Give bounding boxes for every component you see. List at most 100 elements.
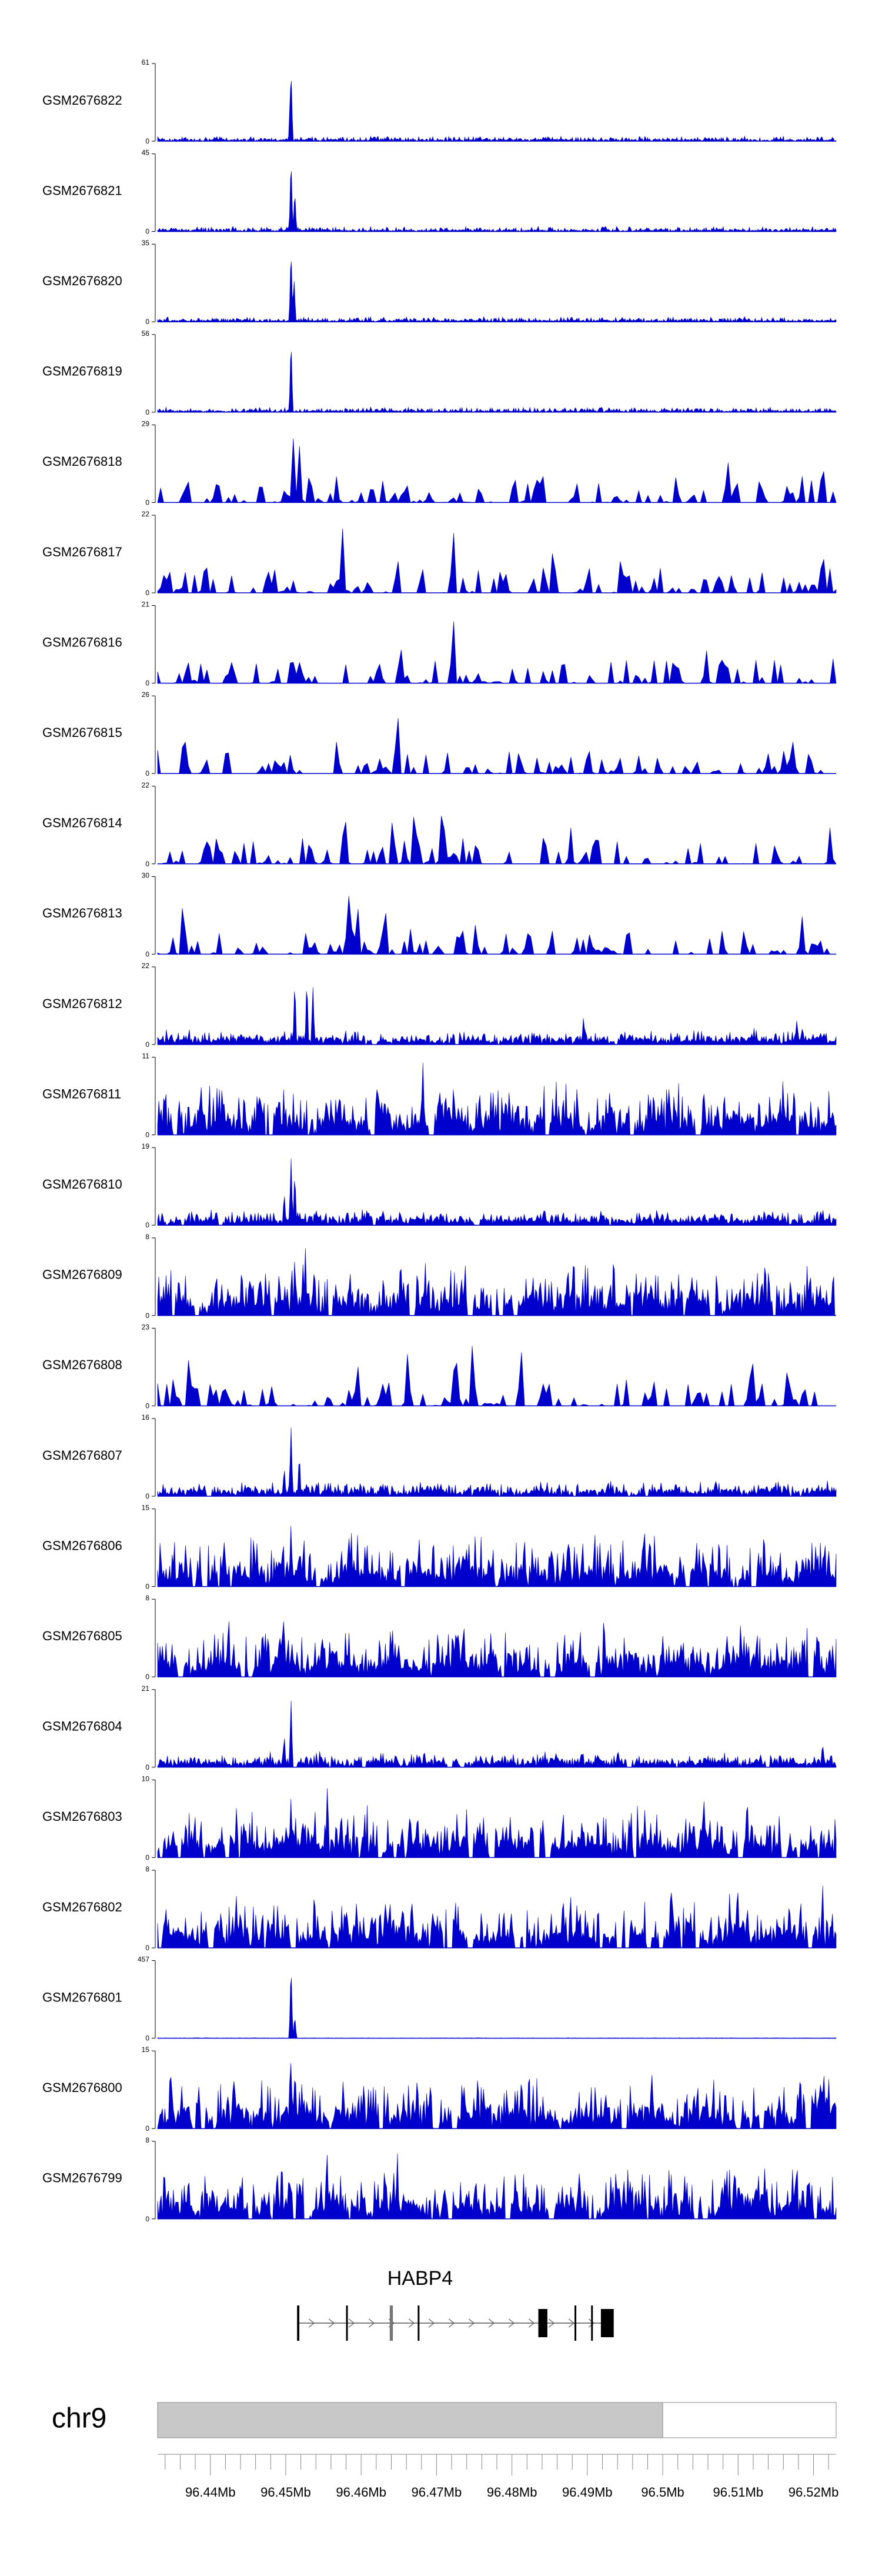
strand-arrow <box>368 2318 375 2328</box>
y-max-label: 15 <box>142 1504 150 1512</box>
track-label: GSM2676800 <box>42 2080 122 2095</box>
coverage-area <box>157 81 837 142</box>
y-min-label: 0 <box>145 137 149 145</box>
exon <box>417 2305 420 2341</box>
y-min-label: 0 <box>145 2034 149 2043</box>
y-min-label: 0 <box>145 228 149 236</box>
x-tick-label: 96.5Mb <box>641 2485 684 2500</box>
coverage-area <box>157 1526 837 1587</box>
track-gsm2676807: GSM2676807 16 0 <box>42 1413 837 1500</box>
strand-arrow <box>548 2318 555 2328</box>
y-min-label: 0 <box>145 1944 149 1952</box>
coverage-area <box>157 1063 837 1135</box>
coverage-area <box>157 816 837 865</box>
x-tick-label: 96.48Mb <box>487 2485 537 2500</box>
coverage-area <box>157 171 837 232</box>
strand-arrow <box>408 2318 415 2328</box>
y-min-label: 0 <box>145 860 149 868</box>
y-min-label: 0 <box>145 1131 149 1139</box>
coverage-area <box>157 2153 837 2220</box>
y-max-label: 16 <box>142 1413 150 1422</box>
coverage-area <box>157 1158 837 1226</box>
y-max-label: 22 <box>142 510 150 518</box>
y-min-label: 0 <box>145 1673 149 1681</box>
x-tick-label: 96.49Mb <box>562 2485 613 2500</box>
y-min-label: 0 <box>145 679 149 688</box>
coverage-area <box>157 1346 836 1407</box>
y-min-label: 0 <box>145 950 149 958</box>
coverage-area <box>157 1885 837 1948</box>
track-gsm2676820: GSM2676820 35 0 <box>42 239 837 326</box>
x-tick-label: 96.52Mb <box>789 2485 839 2500</box>
y-min-label: 0 <box>145 2124 149 2133</box>
track-label: GSM2676799 <box>42 2171 122 2185</box>
y-min-label: 0 <box>145 769 149 778</box>
track-label: GSM2676816 <box>42 635 122 649</box>
coverage-area <box>157 2063 837 2129</box>
exon <box>574 2305 577 2341</box>
strand-arrow <box>348 2318 355 2328</box>
exon <box>389 2305 393 2341</box>
y-min-label: 0 <box>145 1402 149 1410</box>
coverage-area <box>157 1788 837 1858</box>
track-label: GSM2676801 <box>42 1990 122 2004</box>
y-max-label: 8 <box>145 1233 149 1241</box>
y-max-label: 8 <box>145 1865 149 1873</box>
track-gsm2676802: GSM2676802 8 0 <box>42 1865 837 1952</box>
track-label: GSM2676814 <box>42 816 122 830</box>
track-gsm2676818: GSM2676818 29 0 <box>42 419 837 506</box>
track-gsm2676809: GSM2676809 8 0 <box>42 1233 836 1320</box>
y-min-label: 0 <box>145 1492 149 1500</box>
track-label: GSM2676811 <box>42 1086 121 1101</box>
strand-arrow <box>468 2318 475 2328</box>
gene-label: HABP4 <box>387 2267 453 2290</box>
strand-arrow <box>308 2318 315 2328</box>
y-min-label: 0 <box>145 589 149 597</box>
chromosome-label: chr9 <box>52 2403 106 2434</box>
track-label: GSM2676809 <box>42 1267 122 1282</box>
coverage-area <box>157 896 836 955</box>
coverage-tracks: GSM2676822610GSM2676821450GSM2676820350G… <box>42 58 837 2223</box>
y-max-label: 23 <box>142 1323 150 1331</box>
y-min-label: 0 <box>145 1583 149 1591</box>
strand-arrow <box>328 2318 335 2328</box>
coverage-area <box>157 1621 837 1678</box>
track-label: GSM2676817 <box>42 545 122 559</box>
track-gsm2676816: GSM2676816 21 0 <box>42 600 837 688</box>
coverage-area <box>157 1978 837 2038</box>
strand-arrow <box>568 2318 575 2328</box>
track-gsm2676815: GSM2676815 26 0 <box>42 690 836 778</box>
track-label: GSM2676820 <box>42 273 122 288</box>
exon <box>591 2305 593 2341</box>
y-min-label: 0 <box>145 498 149 506</box>
strand-arrow <box>588 2318 595 2328</box>
track-gsm2676800: GSM2676800 15 0 <box>42 2046 837 2133</box>
track-label: GSM2676819 <box>42 364 122 379</box>
chromosome-band-filled <box>157 2402 663 2438</box>
x-tick-label: 96.47Mb <box>412 2485 462 2500</box>
track-label: GSM2676808 <box>42 1357 122 1372</box>
gene-model: HABP4 <box>297 2267 614 2341</box>
strand-arrow <box>488 2318 495 2328</box>
coverage-area <box>157 528 837 594</box>
y-min-label: 0 <box>145 408 149 416</box>
strand-arrow <box>428 2318 435 2328</box>
y-min-label: 0 <box>145 1853 149 1861</box>
strand-arrow <box>448 2318 455 2328</box>
track-gsm2676808: GSM2676808 23 0 <box>42 1323 836 1410</box>
coverage-area <box>157 261 837 322</box>
y-max-label: 19 <box>142 1142 150 1150</box>
coverage-area <box>157 1427 837 1497</box>
track-gsm2676819: GSM2676819 56 0 <box>42 329 837 416</box>
y-max-label: 22 <box>142 781 150 789</box>
track-gsm2676804: GSM2676804 21 0 <box>42 1684 837 1771</box>
track-gsm2676813: GSM2676813 30 0 <box>42 871 836 958</box>
track-gsm2676811: GSM2676811 11 0 <box>42 1052 837 1139</box>
track-label: GSM2676822 <box>42 93 122 108</box>
track-gsm2676814: GSM2676814 22 0 <box>42 781 837 868</box>
genomic-axis: 96.44Mb 96.45Mb 96.46Mb 96.47Mb 96.48Mb 96.49… <box>158 2454 838 2500</box>
track-gsm2676803: GSM2676803 10 0 <box>42 1774 837 1861</box>
y-max-label: 61 <box>142 58 150 66</box>
y-max-label: 21 <box>142 600 150 609</box>
y-max-label: 22 <box>142 962 150 970</box>
